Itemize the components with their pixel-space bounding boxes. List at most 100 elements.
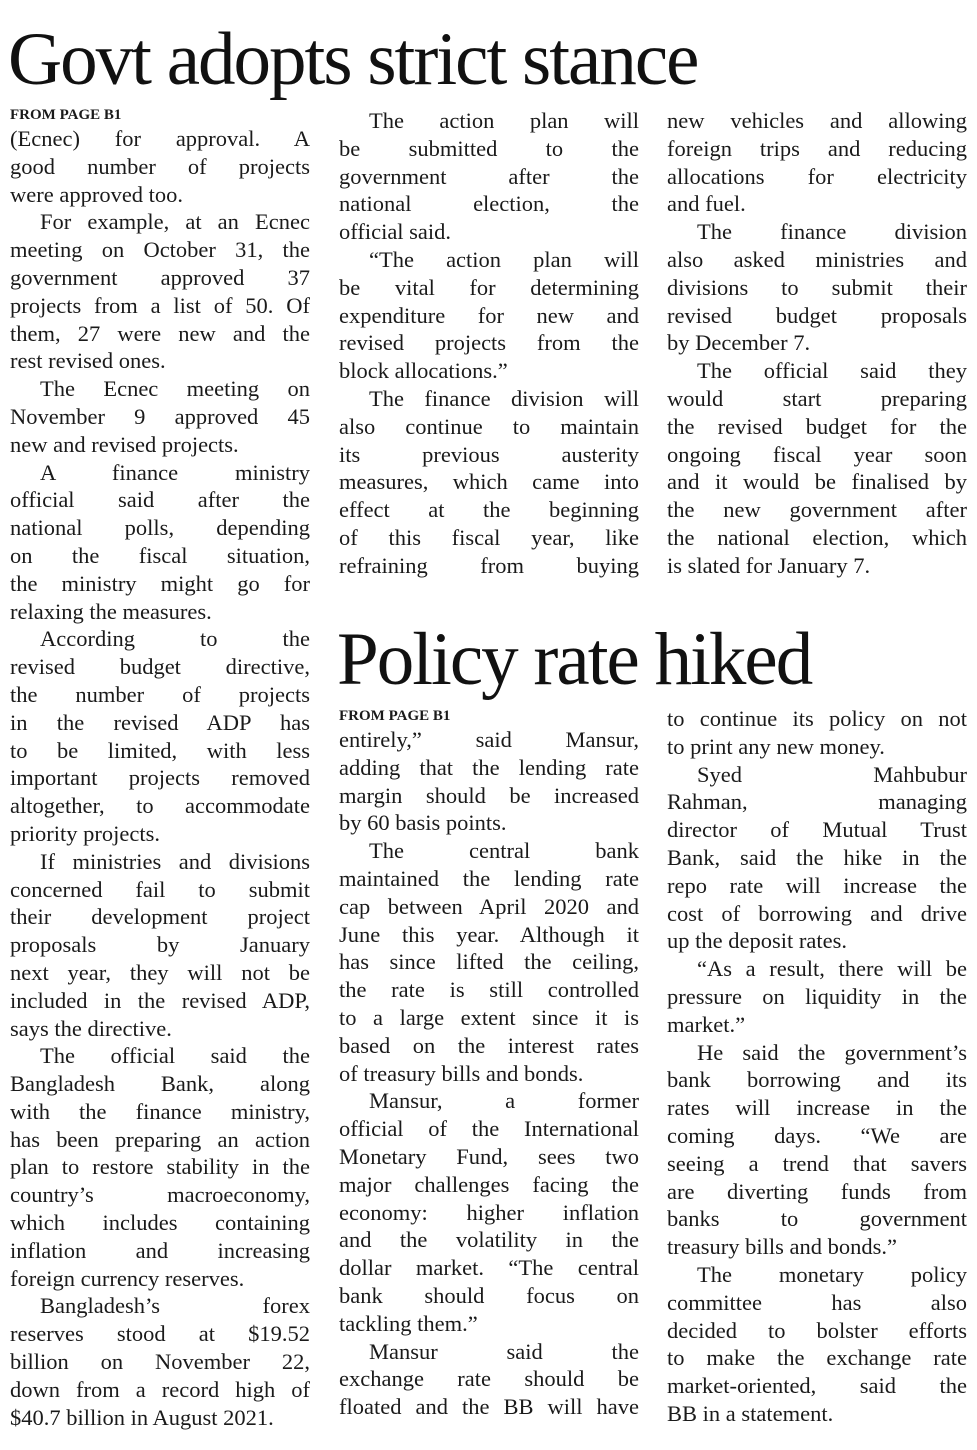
text-line: foreign trips and reducing xyxy=(667,135,967,161)
article-column: to continue its policy on not to print an… xyxy=(667,705,967,1428)
text-line: $40.7 billion in August 2021. xyxy=(10,1404,274,1430)
text-line: the rate is still controlled xyxy=(339,977,639,1003)
text-line: country’s macroeconomy, xyxy=(10,1182,310,1208)
text-line: Monetary Fund, sees two xyxy=(339,1143,639,1169)
paragraph: The official said they would start prepar… xyxy=(667,357,967,579)
text-line: good number of projects xyxy=(10,153,310,179)
text-line: rest revised ones. xyxy=(10,348,166,374)
text-line: allocations for electricity xyxy=(667,163,967,189)
paragraph: The central bank maintained the lending r… xyxy=(339,837,639,1087)
article-column: FROM PAGE B1 entirely,” said Mansur, addi… xyxy=(339,706,639,1421)
text-line: tackling them.” xyxy=(339,1310,478,1336)
text-line: and the volatility in the xyxy=(339,1227,639,1253)
paragraph: Mansur said the exchange rate should be fl… xyxy=(339,1338,639,1421)
text-line: and it would be finalised by xyxy=(667,469,967,495)
article-headline: Govt adopts strict stance xyxy=(8,18,699,101)
paragraph: Syed Mahbubur Rahman, managing director of… xyxy=(667,761,967,956)
text-line: dollar market. “The central xyxy=(339,1255,639,1281)
text-line: The monetary policy xyxy=(697,1261,967,1287)
text-line: The official said they xyxy=(697,358,967,384)
text-line: them, 27 were new and the xyxy=(10,320,310,346)
text-line: and fuel. xyxy=(667,191,746,217)
paragraph: For example, at an Ecnec meeting on Octob… xyxy=(10,208,310,375)
text-line: are diverting funds from xyxy=(667,1178,967,1204)
text-line: pressure on liquidity in the xyxy=(667,983,967,1009)
paragraph: Mansur, a former official of the Internat… xyxy=(339,1087,639,1337)
text-line: bank should focus on xyxy=(339,1282,639,1308)
article-column: The action plan will be submitted to the g… xyxy=(339,107,639,580)
text-line: “As a result, there will be xyxy=(697,956,967,982)
text-line: to be limited, with less xyxy=(10,737,310,763)
text-line: of treasury bills and bonds. xyxy=(339,1060,584,1086)
text-line: refraining from buying xyxy=(339,552,639,578)
text-line: revised projects from the xyxy=(339,330,639,356)
text-line: market-oriented, said the xyxy=(667,1373,967,1399)
text-line: Mansur said the xyxy=(369,1338,639,1364)
text-line: its previous austerity xyxy=(339,441,639,467)
text-line: ongoing fiscal year soon xyxy=(667,441,967,467)
text-line: to print any new money. xyxy=(667,733,885,759)
text-line: by December 7. xyxy=(667,330,811,356)
text-line: foreign currency reserves. xyxy=(10,1265,245,1291)
paragraph: “The action plan will be vital for determ… xyxy=(339,246,639,385)
text-line: cap between April 2020 and xyxy=(339,893,639,919)
article-headline: Policy rate hiked xyxy=(337,618,813,701)
text-line: (Ecnec) for approval. A xyxy=(10,126,310,151)
text-line: The official said the xyxy=(40,1043,310,1069)
paragraph: The Ecnec meeting on November 9 approved … xyxy=(10,375,310,458)
text-line: The action plan will xyxy=(369,108,639,133)
text-line: entirely,” said Mansur, xyxy=(339,727,639,752)
text-line: maintained the lending rate xyxy=(339,865,639,891)
text-line: BB in a statement. xyxy=(667,1400,834,1426)
text-line: June this year. Although it xyxy=(339,921,639,947)
text-line: A finance ministry xyxy=(40,459,310,485)
text-line: national polls, depending xyxy=(10,515,310,541)
text-line: government after the xyxy=(339,163,639,189)
text-line: to continue its policy on not xyxy=(667,706,967,731)
paragraph: According to the revised budget directive… xyxy=(10,625,310,847)
text-line: be submitted to the xyxy=(339,135,639,161)
text-line: official said after the xyxy=(10,487,310,513)
text-line: The central bank xyxy=(369,838,639,864)
text-line: major challenges facing the xyxy=(339,1171,639,1197)
text-line: the number of projects xyxy=(10,681,310,707)
paragraph: The finance division will also continue t… xyxy=(339,385,639,580)
text-line: new and revised projects. xyxy=(10,431,239,457)
text-line: Bank, said the hike in the xyxy=(667,844,967,870)
text-line: up the deposit rates. xyxy=(667,928,847,954)
text-line: repo rate will increase the xyxy=(667,872,967,898)
text-line: important projects removed xyxy=(10,765,310,791)
text-line: government approved 37 xyxy=(10,264,310,290)
text-line: billion on November 22, xyxy=(10,1349,310,1375)
text-line: in the revised ADP has xyxy=(10,709,310,735)
text-line: of this fiscal year, like xyxy=(339,524,639,550)
text-line: plan to restore stability in the xyxy=(10,1154,310,1180)
paragraph: If ministries and divisions concerned fai… xyxy=(10,848,310,1043)
text-line: also asked ministries and xyxy=(667,246,967,272)
text-line: the ministry might go for xyxy=(10,570,310,596)
text-line: seeing a trend that savers xyxy=(667,1150,967,1176)
text-line: altogether, to accommodate xyxy=(10,793,310,819)
text-line: director of Mutual Trust xyxy=(667,817,967,843)
text-line: is slated for January 7. xyxy=(667,552,871,578)
paragraph: The action plan will be submitted to the g… xyxy=(339,107,639,246)
text-line: Bangladesh’s forex xyxy=(40,1293,310,1319)
text-line: Mansur, a former xyxy=(369,1088,639,1114)
text-line: concerned fail to submit xyxy=(10,876,310,902)
text-line: “The action plan will xyxy=(369,246,639,272)
text-line: the national election, which xyxy=(667,524,967,550)
text-line: inflation and increasing xyxy=(10,1237,310,1263)
text-line: to make the exchange rate xyxy=(667,1345,967,1371)
text-line: reserves stood at $19.52 xyxy=(10,1321,310,1347)
text-line: says the directive. xyxy=(10,1015,172,1041)
paragraph: The finance division also asked ministrie… xyxy=(667,218,967,357)
text-line: rates will increase in the xyxy=(667,1095,967,1121)
paragraph: The monetary policy committee has also dec… xyxy=(667,1261,967,1428)
text-line: According to the xyxy=(40,626,310,652)
text-line: down from a record high of xyxy=(10,1376,310,1402)
text-line: on the fiscal situation, xyxy=(10,542,310,568)
text-line: He said the government’s xyxy=(697,1039,967,1065)
text-line: margin should be increased xyxy=(339,782,639,808)
text-line: which includes containing xyxy=(10,1210,310,1236)
